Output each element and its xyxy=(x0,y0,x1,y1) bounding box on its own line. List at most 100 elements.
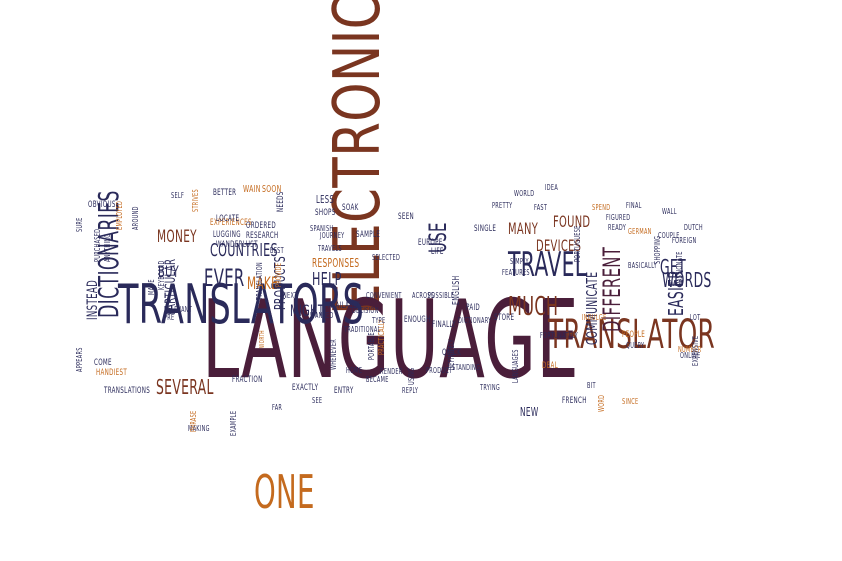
word-sample: SAMPLE xyxy=(356,230,381,240)
word-appears: APPEARS xyxy=(75,347,84,372)
word-wall: WALL xyxy=(662,207,677,216)
word-wain: WAIN xyxy=(243,184,261,195)
word-devices: DEVICES xyxy=(536,236,582,255)
word-countries: COUNTRIES xyxy=(210,240,278,261)
word-obvious: OBVIOUS xyxy=(88,200,116,210)
word-words: WORDS xyxy=(662,268,712,292)
word-one: ONE xyxy=(254,465,315,519)
word-ordered: ORDERED xyxy=(246,221,276,231)
word-self: SELF xyxy=(171,191,185,200)
word-enough: ENOUGH xyxy=(404,315,431,325)
word-idea: IDEA xyxy=(545,183,559,192)
word-worth: WORTH xyxy=(258,330,266,348)
word-type: TYPE xyxy=(372,316,386,325)
word-basically: BASICALLY xyxy=(628,261,657,270)
word-soon: SOON xyxy=(262,184,282,195)
word-wanted: WANTED xyxy=(310,311,334,320)
word-foreign: FOREIGN xyxy=(672,236,697,245)
word-french: FRENCH xyxy=(562,396,587,406)
word-many: MANY xyxy=(508,219,539,238)
word-portuguese: PORTUGUESE xyxy=(573,225,582,262)
word-lugging: LUGGING xyxy=(213,230,241,240)
word-quick: QUICK xyxy=(442,348,462,358)
word-buy: BUY xyxy=(158,262,180,281)
word-journey: JOURNEY xyxy=(320,231,345,240)
word-might: MIGHT xyxy=(290,301,325,320)
word-far: FAR xyxy=(272,403,283,412)
word-keyboard: KEYBOARD xyxy=(157,260,166,290)
word-found: FOUND xyxy=(553,212,591,231)
word-dutch: DUTCH xyxy=(684,223,703,232)
word-help: HELP xyxy=(312,269,342,290)
word-query: QUERY xyxy=(626,341,645,350)
word-better: BETTER xyxy=(213,188,237,198)
word-online: ONLINE xyxy=(680,351,701,360)
word-europe: EUROPE xyxy=(418,238,443,248)
word-less: LESS xyxy=(316,193,335,206)
word-fortunately: FORTUNATELY xyxy=(540,331,578,340)
word-example: EXAMPLE xyxy=(229,410,238,436)
word-seen: SEEN xyxy=(398,212,415,222)
word-several: SEVERAL xyxy=(156,375,214,399)
word-figured: FIGURED xyxy=(606,213,631,222)
word-new: NEW xyxy=(520,405,539,419)
word-ever: EVER xyxy=(204,264,245,292)
word-made: MADE xyxy=(147,279,156,295)
word-employed: EMPLOYED xyxy=(115,200,124,230)
word-paid: PAID xyxy=(466,303,481,313)
word-money: MONEY xyxy=(157,227,197,247)
word-life: LIFE xyxy=(431,247,444,257)
word-spend: SPEND xyxy=(592,203,611,212)
word-indulge: INDULGE xyxy=(582,313,607,322)
word-simply: SIMPLY xyxy=(510,257,529,266)
word-travel: TRAVEL xyxy=(508,245,587,285)
word-available: AVAILABLE xyxy=(328,301,361,311)
word-shopping: SHOPPING xyxy=(653,235,662,264)
word-anything: ANYTHING xyxy=(103,233,112,262)
word-languages: LANGUAGES xyxy=(511,349,520,383)
word-shops: SHOPS xyxy=(315,208,336,218)
word-strives: STRIVES xyxy=(191,189,200,212)
word-home: HOME xyxy=(346,366,363,375)
word-phrase: PHRASE xyxy=(189,410,198,432)
word-spanish: SPANISH xyxy=(310,224,334,233)
word-store: STORE xyxy=(494,313,515,323)
word-wanderlust: WANDERLUST xyxy=(216,240,258,250)
word-whenever: WHENEVER xyxy=(329,338,338,370)
word-convenient: CONVENIENT xyxy=(366,291,402,300)
word-purchased: PURCHASED xyxy=(93,228,102,262)
word-best: BEST xyxy=(270,246,284,255)
word-possible: POSSIBLE xyxy=(428,291,455,300)
word-even: EVEN xyxy=(668,279,683,288)
word-ready: READY xyxy=(608,223,627,232)
word-features: FEATURES xyxy=(502,268,530,277)
word-since: SINCE xyxy=(622,397,639,406)
word-lot: LOT xyxy=(690,313,701,322)
word-locate: LOCATE xyxy=(216,214,240,224)
word-world: WORLD xyxy=(514,189,535,198)
word-exactly: EXACTLY xyxy=(292,383,319,393)
word-reply: REPLY xyxy=(402,386,419,395)
word-pretty: PRETTY xyxy=(492,201,513,210)
word-german: GERMAN xyxy=(628,227,652,236)
word-pre: PRE xyxy=(164,313,175,322)
word-decision: DECISION xyxy=(352,306,379,315)
word-make: MAKE xyxy=(247,274,279,294)
word-dictionary: DICTIONARY xyxy=(458,316,492,325)
word-deal: DEAL xyxy=(542,361,558,371)
word-portable: PORTABLE xyxy=(367,332,376,360)
word-render: RENDER xyxy=(380,367,403,376)
word-entry: ENTRY xyxy=(334,386,354,396)
word-finally: FINALLY xyxy=(432,320,456,330)
word-making: MAKING xyxy=(188,424,210,433)
word-fast: FAST xyxy=(534,203,548,212)
word-experiences: EXPERIENCES xyxy=(210,218,252,228)
word-instead: INSTEAD xyxy=(85,279,101,320)
word-around: AROUND xyxy=(131,206,140,230)
word-across: ACROSS xyxy=(412,291,435,300)
word-using: USING xyxy=(407,367,416,385)
word-single: SINGLE xyxy=(474,224,497,234)
word-translators: TRANSLATORS xyxy=(118,273,365,336)
word-translations: TRANSLATIONS xyxy=(104,386,151,396)
